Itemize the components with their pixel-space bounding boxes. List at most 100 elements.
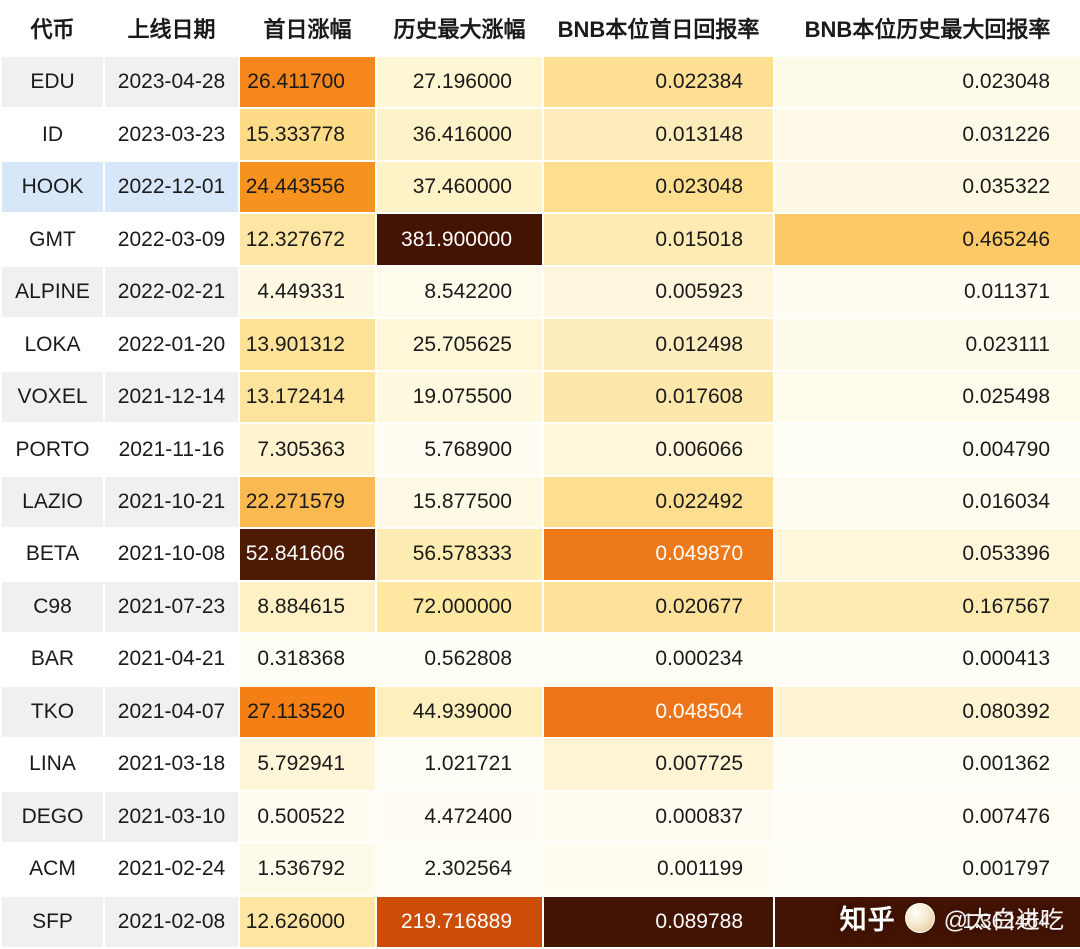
column-header-bnb-day1: BNB本位首日回报率 (543, 0, 774, 56)
bnb-max-cell: 0.023111 (773, 317, 1080, 372)
token-cell: SFP (0, 894, 105, 949)
bnb-day1-cell: 0.007725 (542, 737, 775, 792)
list-date-cell: 2021-04-21 (103, 632, 240, 687)
bnb-day1-cell: 0.048504 (542, 684, 775, 740)
token-cell: PORTO (0, 422, 105, 477)
header-row: 代币 上线日期 首日涨幅 历史最大涨幅 BNB本位首日回报率 BNB本位历史最大… (1, 0, 1080, 56)
column-header-max-gain: 历史最大涨幅 (376, 0, 543, 56)
bnb-day1-cell: 0.020677 (542, 579, 775, 635)
list-date-cell: 2021-07-23 (103, 579, 240, 635)
bnb-max-cell: 0.011371 (773, 264, 1080, 320)
max-gain-cell: 19.075500 (375, 369, 544, 425)
bnb-day1-cell: 0.022492 (542, 474, 775, 530)
max-gain-cell: 25.705625 (375, 317, 544, 372)
bnb-day1-cell: 0.013148 (542, 107, 775, 162)
table-row: LOKA 2022-01-20 13.901312 25.705625 0.012498… (0, 317, 1080, 372)
token-cell: LAZIO (0, 474, 105, 530)
token-cell: HOOK (0, 159, 105, 215)
table-row: BAR 2021-04-21 0.318368 0.562808 0.000234 0.0… (0, 632, 1080, 687)
bnb-day1-cell: 0.015018 (542, 212, 775, 267)
day1-gain-cell: 52.841606 (238, 527, 377, 582)
day1-gain-cell: 8.884615 (238, 579, 377, 635)
day1-gain-cell: 22.271579 (238, 474, 377, 530)
bnb-max-cell: 0.080392 (773, 684, 1080, 740)
token-cell: C98 (0, 579, 105, 635)
bnb-max-cell: 0.053396 (773, 527, 1080, 582)
max-gain-cell: 15.877500 (375, 474, 544, 530)
bnb-max-cell: 0.465246 (773, 212, 1080, 267)
max-gain-cell: 36.416000 (375, 107, 544, 162)
max-gain-cell: 72.000000 (375, 579, 544, 635)
bnb-day1-cell: 0.000837 (542, 789, 775, 845)
day1-gain-cell: 13.901312 (238, 317, 377, 372)
max-gain-cell: 56.578333 (375, 527, 544, 582)
bnb-day1-cell: 0.023048 (542, 159, 775, 215)
table-row: EDU 2023-04-28 26.411700 27.196000 0.022384 0… (0, 54, 1080, 110)
bnb-max-cell: 0.031226 (773, 107, 1080, 162)
table-row: GMT 2022-03-09 12.327672 381.900000 0.015018… (0, 212, 1080, 267)
day1-gain-cell: 12.626000 (238, 894, 377, 949)
list-date-cell: 2022-02-21 (103, 264, 240, 320)
bnb-max-cell: 1.362464 (773, 894, 1080, 949)
table-row: PORTO 2021-11-16 7.305363 5.768900 0.006066 0… (0, 422, 1080, 477)
bnb-max-cell: 0.025498 (773, 369, 1080, 425)
list-date-cell: 2022-12-01 (103, 159, 240, 215)
bnb-max-cell: 0.035322 (773, 159, 1080, 215)
max-gain-cell: 27.196000 (375, 54, 544, 110)
list-date-cell: 2021-02-08 (103, 894, 240, 949)
list-date-cell: 2023-03-23 (103, 107, 240, 162)
bnb-max-cell: 0.004790 (773, 422, 1080, 477)
table-row: ID 2023-03-23 15.333778 36.416000 0.013148 0.… (0, 107, 1080, 162)
list-date-cell: 2021-11-16 (103, 422, 240, 477)
table-body: EDU 2023-04-28 26.411700 27.196000 0.022384 0… (0, 54, 1080, 949)
bnb-max-cell: 0.001362 (773, 737, 1080, 792)
bnb-max-cell: 0.016034 (773, 474, 1080, 530)
max-gain-cell: 44.939000 (375, 684, 544, 740)
bnb-max-cell: 0.023048 (773, 54, 1080, 110)
table-row: C98 2021-07-23 8.884615 72.000000 0.020677 0.… (0, 579, 1080, 635)
day1-gain-cell: 12.327672 (238, 212, 377, 267)
max-gain-cell: 5.768900 (375, 422, 544, 477)
list-date-cell: 2021-10-21 (103, 474, 240, 530)
token-cell: BETA (0, 527, 105, 582)
token-cell: LINA (0, 737, 105, 792)
max-gain-cell: 219.716889 (375, 894, 544, 949)
bnb-max-cell: 0.000413 (773, 632, 1080, 687)
token-cell: ALPINE (0, 264, 105, 320)
table-row: DEGO 2021-03-10 0.500522 4.472400 0.000837 0.… (0, 789, 1080, 845)
bnb-max-cell: 0.001797 (773, 842, 1080, 897)
table-header: 代币 上线日期 首日涨幅 历史最大涨幅 BNB本位首日回报率 BNB本位历史最大… (1, 0, 1080, 56)
table-row: HOOK 2022-12-01 24.443556 37.460000 0.023048… (0, 159, 1080, 215)
day1-gain-cell: 0.318368 (238, 632, 377, 687)
token-cell: GMT (0, 212, 105, 267)
day1-gain-cell: 15.333778 (238, 107, 377, 162)
list-date-cell: 2022-03-09 (103, 212, 240, 267)
day1-gain-cell: 1.536792 (238, 842, 377, 897)
max-gain-cell: 37.460000 (375, 159, 544, 215)
table-row: BETA 2021-10-08 52.841606 56.578333 0.049870… (0, 527, 1080, 582)
table-row: ALPINE 2022-02-21 4.449331 8.542200 0.005923… (0, 264, 1080, 320)
bnb-day1-cell: 0.000234 (542, 632, 775, 687)
token-cell: VOXEL (0, 369, 105, 425)
bnb-day1-cell: 0.001199 (542, 842, 775, 897)
token-cell: ACM (0, 842, 105, 897)
day1-gain-cell: 0.500522 (238, 789, 377, 845)
list-date-cell: 2021-12-14 (103, 369, 240, 425)
token-cell: TKO (0, 684, 105, 740)
bnb-max-cell: 0.007476 (773, 789, 1080, 845)
max-gain-cell: 8.542200 (375, 264, 544, 320)
list-date-cell: 2021-10-08 (103, 527, 240, 582)
list-date-cell: 2023-04-28 (103, 54, 240, 110)
day1-gain-cell: 26.411700 (238, 54, 377, 110)
table-row: SFP 2021-02-08 12.626000 219.716889 0.089788… (0, 894, 1080, 949)
column-header-day1-gain: 首日涨幅 (239, 0, 376, 56)
bnb-day1-cell: 0.006066 (542, 422, 775, 477)
column-header-list-date: 上线日期 (104, 0, 239, 56)
token-cell: ID (0, 107, 105, 162)
day1-gain-cell: 4.449331 (238, 264, 377, 320)
list-date-cell: 2021-03-18 (103, 737, 240, 792)
column-header-token: 代币 (1, 0, 104, 56)
list-date-cell: 2021-03-10 (103, 789, 240, 845)
token-cell: LOKA (0, 317, 105, 372)
